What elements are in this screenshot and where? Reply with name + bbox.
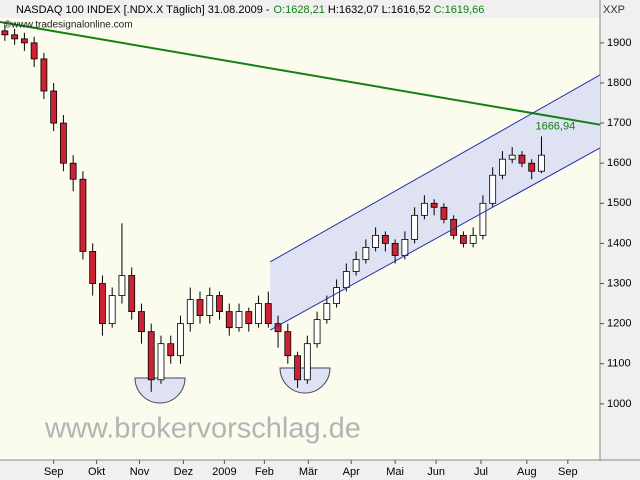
y-tick-label: 1400 (607, 237, 631, 249)
candle-body (255, 303, 262, 325)
x-tick-label: Sep (558, 466, 578, 478)
candle-body (196, 299, 204, 317)
candle-body (479, 202, 487, 236)
candle-body (108, 295, 116, 325)
y-tick-label: 1600 (607, 157, 631, 169)
candle-body (333, 287, 340, 304)
candle-body (294, 355, 301, 381)
y-tick-label: 1300 (607, 277, 631, 289)
x-tick-label: Aug (517, 466, 537, 478)
candle-body (430, 202, 438, 208)
watermark: www.brokervorschlag.de (44, 413, 361, 445)
candle-body (362, 247, 370, 260)
y-tick-label: 1700 (607, 117, 631, 129)
candle-body (342, 271, 350, 288)
header-open: O:1628,21 (274, 4, 325, 16)
channel (270, 74, 600, 331)
y-tick-label: 1900 (607, 37, 631, 49)
candle-body (469, 234, 477, 244)
x-tick-label: Jul (474, 466, 488, 478)
candle-body (489, 174, 497, 204)
x-tick-label: 2009 (212, 466, 236, 478)
candle-body (323, 303, 331, 321)
candle-body (128, 275, 136, 312)
candle-body (99, 283, 106, 325)
x-tick-label: Jun (427, 466, 445, 478)
candle-body (508, 154, 516, 160)
candle-body (167, 343, 175, 357)
x-tick-label: Sep (44, 466, 64, 478)
header-low: L:1616,52 (382, 4, 431, 16)
candle-body (264, 303, 272, 325)
trendline (269, 74, 601, 263)
x-tick-label: Feb (255, 466, 274, 478)
candle-body (284, 331, 292, 357)
header-symbol: NASDAQ 100 INDEX [.NDX.X Täglich] 31.08.… (16, 4, 270, 16)
y-tick-label: 1200 (607, 318, 631, 330)
candle-body (538, 154, 545, 172)
corner-label: XXP (603, 4, 625, 16)
candle-body (401, 239, 409, 256)
candle-body (303, 343, 311, 381)
candle-body (1, 30, 9, 36)
candle-body (225, 311, 233, 329)
y-tick-label: 1100 (607, 358, 631, 370)
candle-body (11, 34, 19, 40)
header-high: H:1632,07 (328, 4, 379, 16)
candle-body (177, 323, 184, 357)
trendline (0, 21, 601, 126)
candle-body (313, 319, 321, 345)
candle-body (50, 90, 58, 124)
candle-body (89, 251, 97, 284)
header: NASDAQ 100 INDEX [.NDX.X Täglich] 31.08.… (16, 4, 484, 16)
candle-body (186, 299, 194, 325)
candle-body (216, 295, 223, 312)
candle-body (30, 42, 38, 60)
annotation: 1666,94 (535, 120, 575, 132)
header-close: C:1619,66 (434, 4, 485, 16)
bottom-marker (279, 367, 331, 394)
candle-body (391, 243, 399, 256)
candle-body (372, 234, 380, 248)
y-tick-label: 1800 (607, 77, 631, 89)
plot-area (0, 18, 600, 460)
candle-body (138, 311, 145, 333)
candle-body (528, 162, 536, 172)
x-tick-label: Okt (88, 466, 105, 478)
candle-body (420, 202, 428, 216)
candle-body (118, 275, 126, 296)
trendline (270, 147, 601, 331)
candle-body (79, 178, 87, 252)
y-tick-label: 1000 (607, 398, 631, 410)
x-tick-label: Nov (130, 466, 150, 478)
candle-body (381, 234, 389, 244)
candle-body (235, 311, 243, 329)
candle-body (40, 58, 48, 92)
candle-body (352, 259, 360, 272)
x-tick-label: Mär (299, 466, 318, 478)
candle-body (147, 331, 155, 381)
candle-body (245, 311, 253, 325)
x-tick-label: Dez (174, 466, 194, 478)
candle-body (460, 234, 467, 244)
candle-body (69, 162, 77, 180)
candle-body (440, 206, 448, 220)
candle-body (206, 295, 214, 317)
candle-body (411, 214, 419, 240)
candle-body (20, 38, 28, 44)
y-tick-label: 1500 (607, 197, 631, 209)
candle-body (518, 154, 526, 164)
bottom-marker (134, 377, 186, 404)
x-tick-label: Mai (386, 466, 404, 478)
candle-body (499, 158, 506, 176)
source: ©www.tradesignalonline.com (4, 20, 133, 31)
candle-body (157, 343, 165, 381)
x-tick-label: Apr (343, 466, 360, 478)
candle-body (60, 122, 67, 164)
